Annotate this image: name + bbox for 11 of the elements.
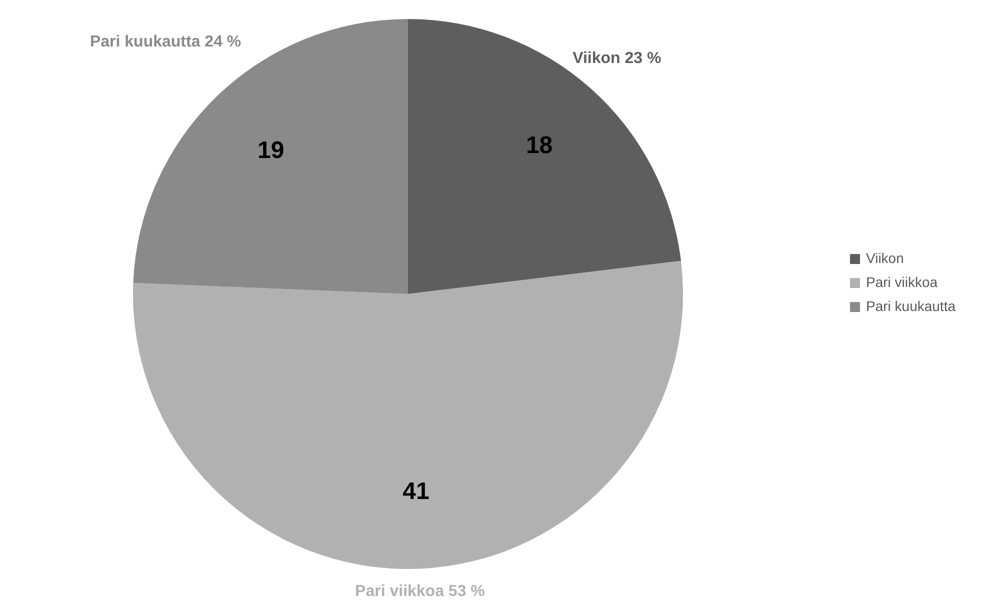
legend-label: Pari viikkoa bbox=[866, 274, 938, 290]
text: Pari kuukautta 24 % bbox=[90, 34, 242, 51]
text: Pari viikkoa 53 % bbox=[355, 582, 485, 600]
pie-slice bbox=[133, 260, 683, 569]
data-label: 41 bbox=[402, 478, 430, 505]
legend-label: Viikon bbox=[866, 250, 904, 266]
legend-label: Pari kuukautta bbox=[866, 298, 956, 314]
pie-slice bbox=[408, 19, 681, 294]
data-label: 19 bbox=[257, 137, 284, 164]
data-label: 18 bbox=[526, 132, 553, 159]
text: Viikon 23 % bbox=[572, 50, 662, 68]
